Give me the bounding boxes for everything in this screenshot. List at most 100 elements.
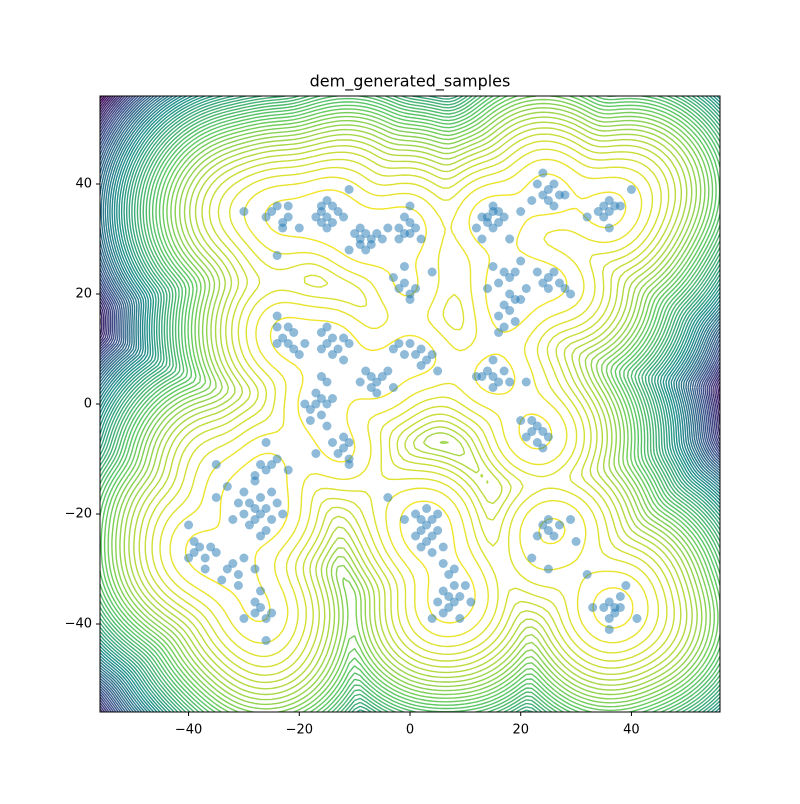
sample-point — [339, 443, 349, 453]
contour-line — [103, 96, 719, 712]
sample-point — [604, 625, 614, 634]
y-tick-label: 0 — [84, 397, 92, 412]
sample-point — [311, 449, 321, 458]
contour-line — [138, 127, 682, 684]
sample-point — [427, 267, 437, 277]
sample-point — [444, 603, 454, 612]
sample-point — [189, 537, 199, 546]
sample-point — [272, 339, 282, 348]
sample-point — [344, 438, 354, 447]
sample-point — [405, 218, 415, 227]
sample-point — [256, 586, 266, 596]
sample-point — [449, 564, 459, 574]
sample-point — [261, 636, 271, 645]
contour-line — [100, 96, 110, 108]
sample-point — [543, 432, 553, 442]
sample-point — [566, 515, 576, 524]
sample-point — [422, 520, 432, 530]
sample-point — [239, 487, 249, 497]
sample-point — [560, 284, 570, 293]
sample-point — [411, 223, 421, 233]
sample-point — [626, 185, 636, 194]
sample-point — [505, 377, 515, 387]
sample-point — [488, 355, 498, 365]
sample-point — [372, 377, 382, 387]
sample-point — [267, 487, 277, 497]
sample-point — [521, 377, 531, 387]
x-tick-label: 40 — [623, 723, 640, 738]
contour-line — [100, 96, 720, 712]
sample-point — [256, 531, 266, 541]
sample-point — [543, 273, 553, 282]
sample-point — [328, 333, 337, 343]
sample-point — [505, 273, 515, 282]
sample-point — [300, 339, 310, 348]
sample-point — [427, 614, 437, 623]
sample-point — [427, 548, 437, 557]
sample-point — [316, 410, 326, 420]
sample-point — [333, 344, 343, 354]
sample-point — [206, 542, 216, 552]
sample-point — [283, 212, 293, 222]
sample-point — [494, 311, 504, 321]
sample-point — [566, 289, 576, 299]
sample-point — [510, 317, 520, 326]
sample-point — [239, 553, 249, 563]
sample-point — [411, 531, 421, 541]
sample-point — [532, 531, 542, 541]
sample-point — [333, 449, 343, 458]
sample-point — [278, 509, 288, 519]
sample-point — [422, 537, 432, 546]
sample-point — [261, 465, 271, 475]
sample-point — [438, 542, 448, 552]
sample-point — [516, 207, 526, 216]
contour-line — [100, 96, 720, 712]
contour-line — [100, 96, 720, 712]
sample-point — [532, 179, 542, 189]
contour-line — [100, 96, 720, 712]
sample-point — [388, 344, 398, 354]
sample-point — [505, 234, 515, 244]
sample-point — [405, 229, 415, 238]
sample-point — [433, 366, 443, 376]
sample-point — [483, 218, 492, 227]
sample-point — [532, 421, 542, 431]
sample-point — [278, 223, 288, 233]
sample-point — [267, 515, 277, 524]
sample-point — [244, 498, 254, 508]
sample-point — [239, 614, 249, 623]
x-tick-label: 0 — [406, 723, 414, 738]
sample-point — [256, 493, 266, 502]
contour-line — [100, 96, 720, 712]
contour-line — [100, 96, 720, 712]
sample-point — [294, 223, 304, 233]
sample-point — [549, 267, 559, 277]
sample-point — [477, 212, 487, 222]
sample-point — [311, 399, 321, 409]
sample-point — [604, 614, 614, 623]
sample-point — [377, 372, 387, 381]
sample-point — [283, 201, 293, 211]
contour-line — [100, 96, 720, 712]
sample-point — [283, 322, 293, 332]
sample-point — [328, 218, 337, 227]
y-tick-label: −20 — [65, 507, 92, 522]
sample-point — [350, 229, 360, 238]
sample-point — [543, 185, 553, 194]
sample-point — [516, 416, 526, 425]
sample-point — [261, 614, 271, 623]
sample-point — [494, 218, 504, 227]
sample-point — [283, 339, 293, 348]
sample-point — [383, 366, 393, 376]
sample-point — [521, 284, 531, 293]
sample-point — [233, 570, 243, 579]
sample-point — [488, 201, 498, 211]
sample-point — [527, 553, 537, 563]
sample-point — [521, 432, 531, 442]
sample-point — [272, 322, 282, 332]
sample-point — [438, 559, 448, 568]
sample-point — [184, 553, 194, 563]
sample-point — [272, 311, 282, 321]
sample-point — [416, 361, 426, 370]
sample-point — [272, 201, 282, 211]
